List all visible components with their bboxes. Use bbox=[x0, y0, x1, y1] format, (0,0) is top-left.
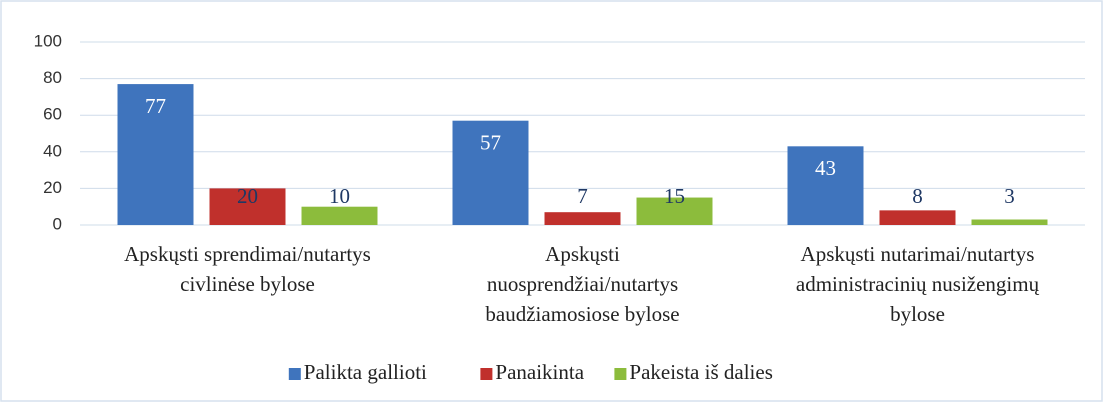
legend-swatch bbox=[288, 368, 301, 380]
y-tick-label: 20 bbox=[43, 178, 62, 197]
data-label: 8 bbox=[912, 184, 923, 208]
data-label: 7 bbox=[577, 184, 588, 208]
bar bbox=[879, 210, 956, 225]
legend-swatch bbox=[614, 368, 627, 380]
y-tick-label: 60 bbox=[43, 105, 62, 124]
x-tick-label: bylose bbox=[890, 302, 945, 326]
x-tick-label: civlinėse bylose bbox=[180, 272, 315, 296]
data-label: 15 bbox=[664, 184, 685, 208]
x-tick-label: Apskųsti nutarimai/nutartys bbox=[801, 242, 1035, 266]
bar bbox=[971, 219, 1048, 225]
bar bbox=[636, 197, 713, 225]
y-tick-label: 40 bbox=[43, 141, 62, 160]
bar bbox=[452, 120, 529, 225]
data-label: 77 bbox=[145, 94, 166, 118]
bar bbox=[117, 84, 194, 225]
legend-label: Panaikinta bbox=[495, 360, 584, 384]
legend-swatch bbox=[480, 368, 493, 380]
data-label: 20 bbox=[237, 184, 258, 208]
x-tick-label: Apskųsti sprendimai/nutartys bbox=[124, 242, 371, 266]
y-tick-label: 0 bbox=[53, 214, 62, 233]
data-label: 3 bbox=[1004, 184, 1015, 208]
x-tick-label: administracinių nusižengimų bbox=[796, 272, 1040, 296]
legend-label: Palikta galliotі bbox=[304, 360, 427, 384]
bar bbox=[301, 206, 378, 225]
data-label: 10 bbox=[329, 184, 350, 208]
data-label: 43 bbox=[815, 156, 836, 180]
bar bbox=[544, 212, 621, 225]
y-tick-label: 100 bbox=[34, 31, 62, 50]
x-tick-label: nuosprendžiai/nutartys bbox=[487, 272, 678, 296]
x-tick-label: Apskųsti bbox=[545, 242, 620, 266]
bar bbox=[787, 146, 864, 225]
legend-label: Pakeista iš dalies bbox=[629, 360, 772, 384]
y-tick-label: 80 bbox=[43, 68, 62, 87]
bar bbox=[209, 188, 286, 225]
data-label: 57 bbox=[480, 131, 501, 155]
x-tick-label: baudžiamosiose bylose bbox=[485, 302, 679, 326]
